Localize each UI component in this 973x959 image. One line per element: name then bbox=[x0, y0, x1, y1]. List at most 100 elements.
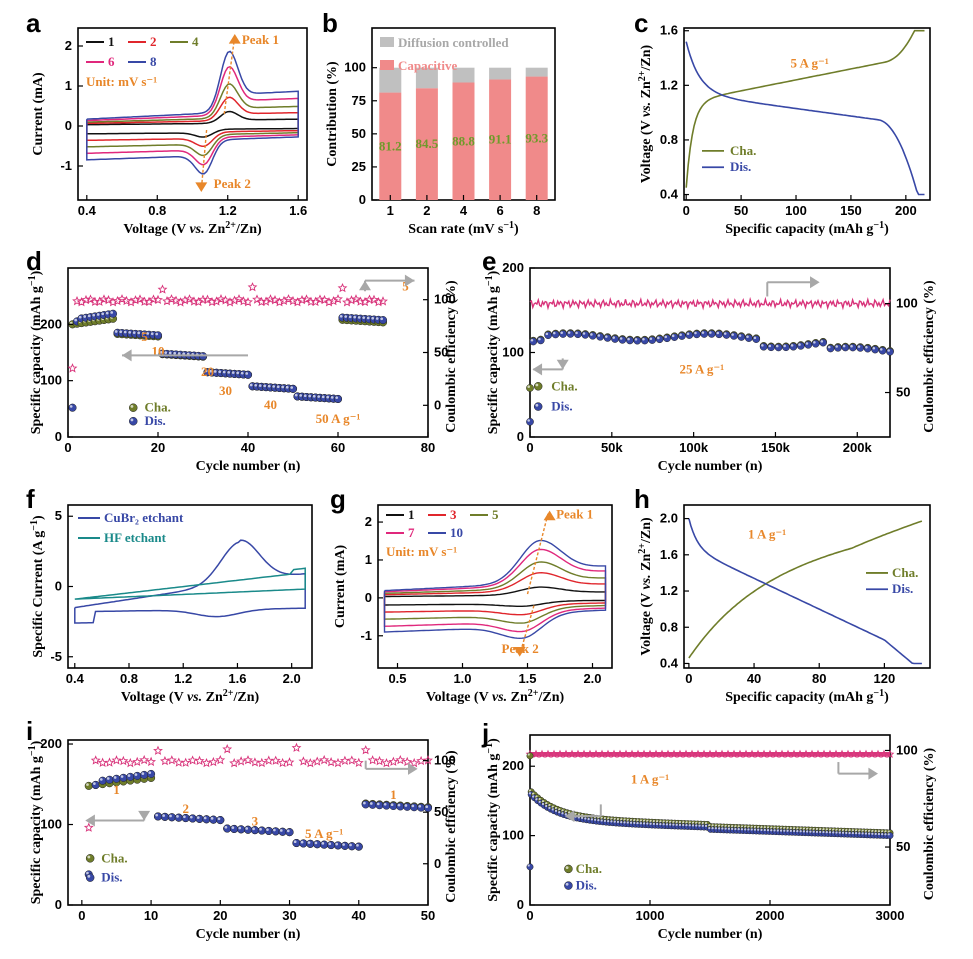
j-dis-point-shine bbox=[845, 831, 848, 834]
i-dis-point-shine bbox=[300, 840, 304, 844]
i-dis-point-shine bbox=[259, 827, 262, 831]
j-cha-point-shine bbox=[828, 828, 832, 831]
d-step-label: 30 bbox=[219, 383, 232, 398]
d-dis-point-shine bbox=[245, 372, 249, 375]
i-dis-point-shine bbox=[307, 841, 311, 844]
j-dis-point-shine bbox=[551, 808, 554, 811]
d-dis-point bbox=[333, 394, 343, 404]
j-dis-point-shine bbox=[675, 823, 678, 826]
j-dis-point-shine bbox=[783, 829, 786, 832]
e-frame bbox=[529, 267, 891, 438]
i-dis-point-shine bbox=[120, 775, 124, 778]
j-ylabel-right: Coulombic efficiency (%) bbox=[922, 747, 937, 900]
j-legend-marker-dis bbox=[564, 881, 573, 890]
j-cha-point-shine bbox=[786, 826, 789, 830]
j-cha-point-shine bbox=[838, 828, 841, 831]
i-dis-point bbox=[354, 842, 363, 851]
i-dis-point-shine bbox=[369, 802, 373, 805]
i-xtick-label: 0 bbox=[78, 908, 85, 923]
d-ce-point bbox=[351, 294, 361, 304]
d-arrow-right-head bbox=[404, 274, 415, 287]
i-ce-point bbox=[402, 756, 413, 767]
j-xtick-label: 3000 bbox=[876, 908, 905, 923]
e-legend-marker-cha bbox=[533, 382, 543, 391]
i-ce-point bbox=[284, 757, 295, 767]
e-dis-point bbox=[722, 331, 731, 339]
j-cha-point-shine bbox=[779, 826, 783, 829]
d-dis-point-shine bbox=[285, 385, 289, 389]
i-dis-point-shine bbox=[245, 827, 249, 830]
e-dis-point-shine bbox=[575, 331, 578, 335]
e-dis-point bbox=[700, 330, 709, 338]
j-dis-point-shine bbox=[685, 824, 688, 827]
e-dis-point bbox=[626, 336, 634, 345]
i-ce-point bbox=[90, 755, 101, 765]
d-dis-point-shine bbox=[231, 371, 235, 374]
e-dis-point bbox=[730, 332, 738, 340]
c-legend-label-cha: Cha. bbox=[730, 143, 756, 158]
j-dis-point-shine bbox=[603, 819, 607, 822]
i-dis-point-shine bbox=[252, 827, 255, 831]
i-step-label: 3 bbox=[252, 813, 259, 828]
e-dis-point-shine bbox=[820, 340, 824, 343]
g-legend-label-7: 7 bbox=[408, 525, 415, 540]
j-dis-point-shine bbox=[763, 828, 766, 832]
i-dis-point-shine bbox=[189, 815, 193, 819]
i-ce-point bbox=[388, 756, 399, 766]
f-xtick-label: 0.4 bbox=[66, 671, 85, 686]
i-dis-point bbox=[368, 800, 377, 809]
b-bar-capacitive bbox=[525, 76, 548, 200]
b-xtick-label: 6 bbox=[496, 203, 503, 218]
i-ce-point bbox=[97, 757, 108, 767]
i-step-label: 5 A g⁻¹ bbox=[305, 826, 343, 841]
j-cha-point-shine bbox=[704, 821, 708, 825]
e-dis-point bbox=[856, 344, 865, 352]
i-dis-point-shine bbox=[155, 813, 159, 817]
j-cha-point-shine bbox=[858, 829, 861, 832]
e-dis-point bbox=[544, 331, 552, 340]
i-dis-point bbox=[195, 814, 204, 823]
d-dis-point-shine bbox=[83, 315, 87, 318]
j-dis-point-shine bbox=[851, 831, 854, 835]
d-dis-point-shine bbox=[281, 385, 285, 389]
i-ce-point bbox=[381, 758, 392, 768]
e-dis-point bbox=[782, 343, 790, 352]
f-xtick-label: 0.8 bbox=[120, 671, 138, 686]
d-ytick-label-right: 100 bbox=[434, 292, 456, 307]
j-cha-point-shine bbox=[740, 825, 744, 828]
d-ce-point bbox=[180, 295, 190, 305]
j-dis-point-shine bbox=[610, 820, 613, 823]
e-legend-marker-dis-shine bbox=[535, 403, 539, 407]
e-dis-point-shine bbox=[686, 332, 690, 336]
i-ce-point bbox=[83, 822, 94, 832]
j-dis-point-shine bbox=[858, 832, 861, 835]
j-cha-point-shine bbox=[832, 828, 835, 831]
d-dis-point-shine bbox=[330, 396, 334, 399]
d-ytick-label: 100 bbox=[40, 373, 62, 388]
b-bar-capacitive bbox=[415, 88, 438, 200]
i-ce-point bbox=[132, 756, 143, 767]
e-dis-point-shine bbox=[679, 333, 682, 336]
j-dis-point-shine bbox=[828, 831, 832, 834]
j-dis-point-shine bbox=[731, 827, 734, 830]
f-xtick-label: 1.6 bbox=[228, 671, 246, 686]
j-cha-point-shine bbox=[727, 824, 730, 828]
b-xtick-label: 4 bbox=[460, 203, 468, 218]
j-cha-point-shine bbox=[662, 820, 665, 823]
b-value-label: 88.8 bbox=[452, 133, 475, 148]
j-dis-point-shine bbox=[864, 832, 867, 835]
e-dis-point bbox=[848, 343, 857, 352]
i-dis-point-shine bbox=[321, 842, 325, 845]
j-cha-point-shine bbox=[646, 819, 649, 822]
j-dis-point-shine bbox=[662, 823, 665, 826]
e-dis-point bbox=[789, 342, 798, 351]
d-step-label: 50 A g⁻¹ bbox=[316, 411, 361, 426]
i-dis-point-shine bbox=[314, 841, 318, 845]
j-dis-point-shine bbox=[874, 832, 877, 835]
j-cha-point-shine bbox=[701, 821, 704, 825]
j-cha-point-shine bbox=[809, 827, 812, 830]
j-dis-point-shine bbox=[616, 820, 620, 824]
b-legend-label-diffusion: Diffusion controlled bbox=[398, 35, 509, 50]
a-peak2-arrow bbox=[200, 129, 208, 191]
j-dis-point-shine bbox=[538, 800, 541, 803]
